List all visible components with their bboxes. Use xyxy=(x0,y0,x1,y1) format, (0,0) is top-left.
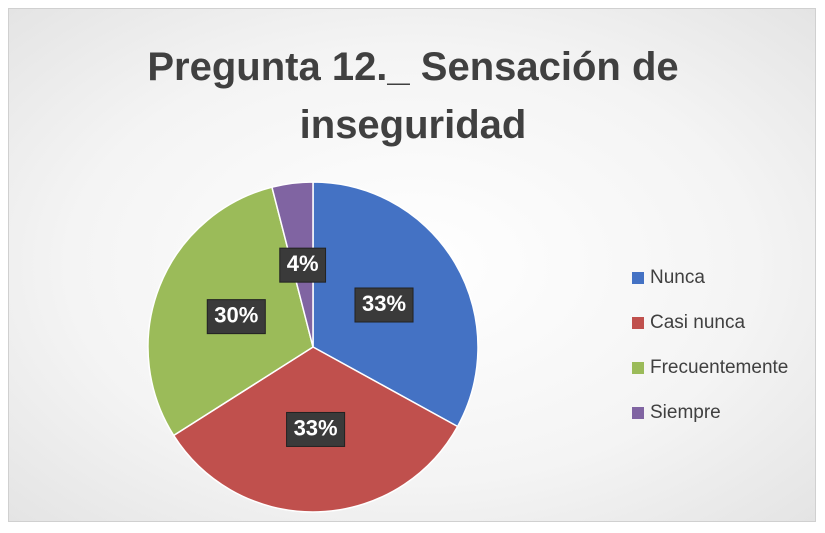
legend-swatch xyxy=(632,272,644,284)
data-label-box xyxy=(354,287,414,323)
legend-label: Frecuentemente xyxy=(650,357,788,378)
data-label: 4% xyxy=(287,251,319,276)
data-label-box xyxy=(286,411,346,447)
data-label: 33% xyxy=(362,291,406,316)
legend-label: Siempre xyxy=(650,402,721,423)
legend-label: Casi nunca xyxy=(650,312,745,333)
data-label-box xyxy=(279,247,327,283)
data-label-box xyxy=(206,299,266,335)
legend-swatch xyxy=(632,362,644,374)
data-label: 33% xyxy=(294,415,338,440)
chart-title: Pregunta 12._ Sensación de inseguridad xyxy=(147,45,679,147)
legend-swatch xyxy=(632,407,644,419)
data-label: 30% xyxy=(214,302,258,327)
legend-label: Nunca xyxy=(650,267,705,288)
legend-swatch xyxy=(632,317,644,329)
